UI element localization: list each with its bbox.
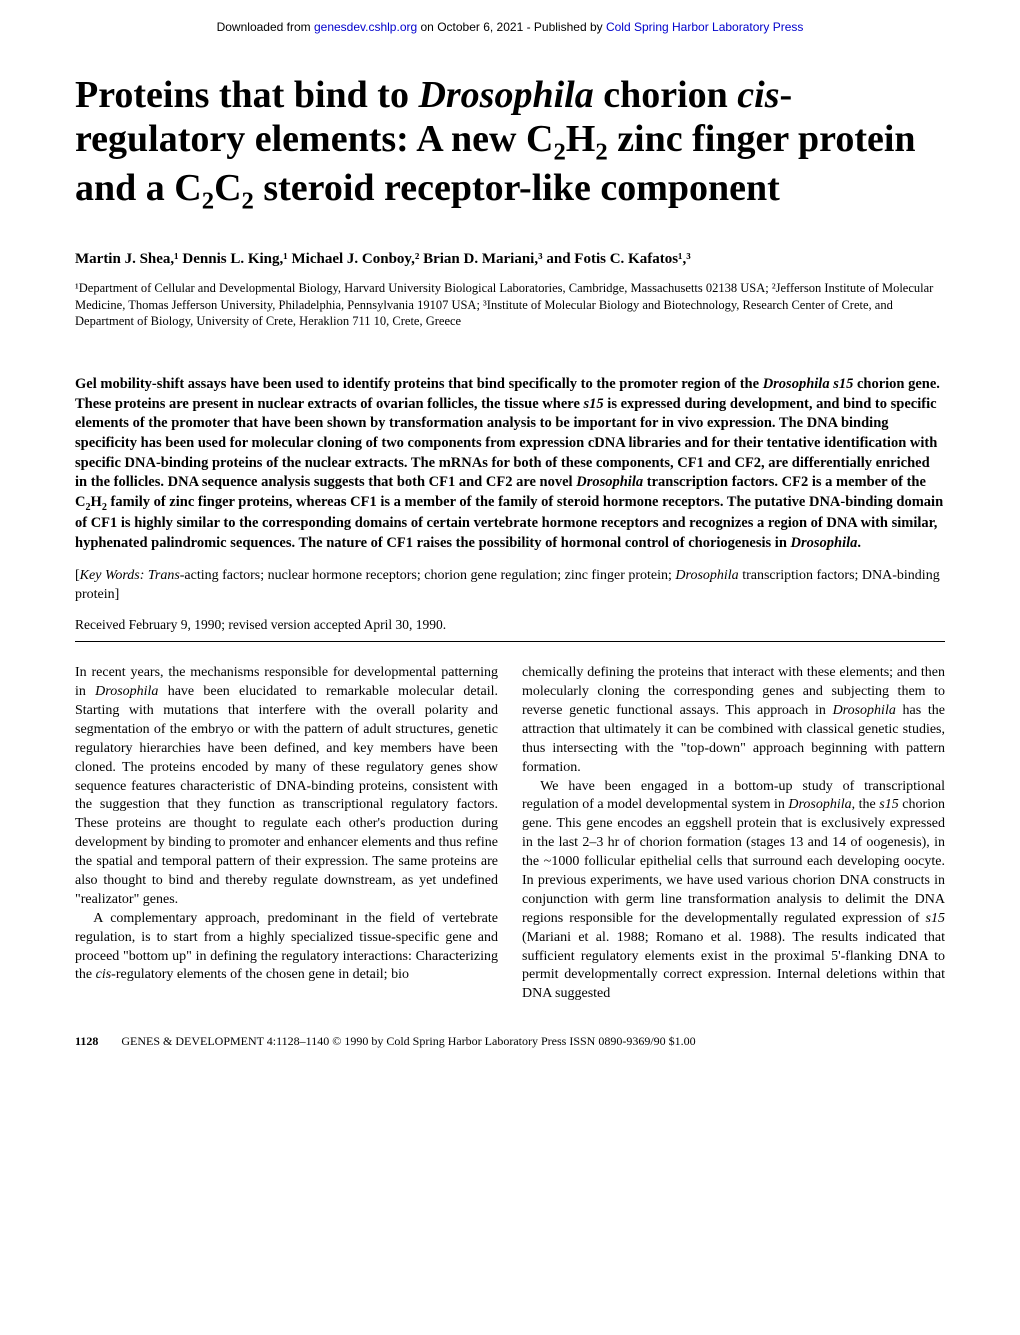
banner-prefix: Downloaded from [217, 20, 314, 34]
article-title: Proteins that bind to Drosophila chorion… [75, 74, 945, 216]
download-banner: Downloaded from genesdev.cshlp.org on Oc… [75, 20, 945, 34]
keywords: [Key Words: Trans-acting factors; nuclea… [75, 567, 945, 605]
banner-mid: on October 6, 2021 - Published by [417, 20, 606, 34]
page-footer: 1128 GENES & DEVELOPMENT 4:1128–1140 © 1… [75, 1034, 945, 1049]
body-paragraph: chemically defining the proteins that in… [522, 664, 945, 777]
banner-link-publisher[interactable]: Cold Spring Harbor Laboratory Press [606, 20, 803, 34]
abstract: Gel mobility-shift assays have been used… [75, 375, 945, 553]
body-paragraph: In recent years, the mechanisms responsi… [75, 664, 498, 910]
section-divider [75, 641, 945, 642]
received-date: Received February 9, 1990; revised versi… [75, 617, 945, 633]
banner-link-source[interactable]: genesdev.cshlp.org [314, 20, 417, 34]
affiliations: ¹Department of Cellular and Developmenta… [75, 280, 945, 331]
page-number: 1128 [75, 1034, 98, 1049]
body-paragraph: We have been engaged in a bottom-up stud… [522, 778, 945, 1005]
body-text: In recent years, the mechanisms responsi… [75, 664, 945, 1004]
body-paragraph: A complementary approach, predominant in… [75, 910, 498, 986]
authors: Martin J. Shea,¹ Dennis L. King,¹ Michae… [75, 251, 945, 268]
footer-citation: GENES & DEVELOPMENT 4:1128–1140 © 1990 b… [121, 1034, 695, 1048]
